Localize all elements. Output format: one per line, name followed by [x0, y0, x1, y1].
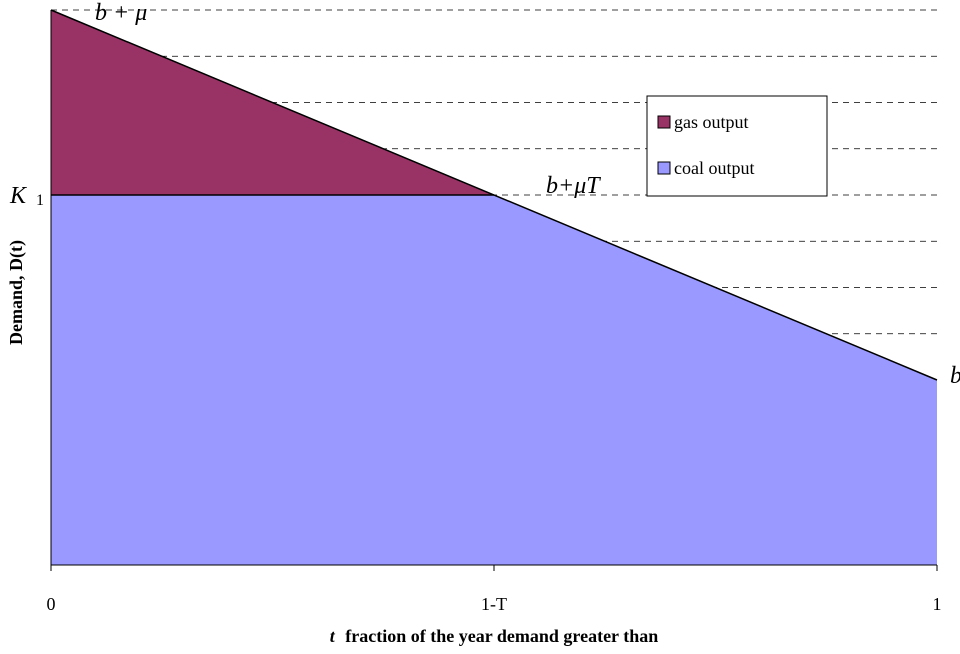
legend: gas output coal output	[646, 95, 828, 197]
annotation-k1-subscript: 1	[36, 192, 44, 209]
annotation-k1: K 1	[9, 183, 44, 209]
coal-output-area	[51, 195, 937, 565]
x-axis-title-variable: t	[330, 626, 336, 646]
x-tick-label: 1	[933, 594, 942, 614]
x-tick-label: 1-T	[481, 594, 507, 614]
annotation-b-plus-mu-t: b+μT	[546, 173, 601, 199]
annotation-k1-main: K	[9, 183, 28, 209]
legend-swatch-gas	[657, 115, 671, 129]
legend-swatch-coal	[657, 161, 671, 175]
annotation-b: b	[950, 363, 960, 389]
x-axis-title: t fraction of the year demand greater th…	[330, 626, 658, 646]
x-tick-label: 0	[47, 594, 56, 614]
legend-box	[646, 95, 828, 197]
legend-label-gas: gas output	[674, 112, 749, 132]
x-axis-title-text: fraction of the year demand greater than	[345, 626, 658, 646]
x-ticks: 0 1-T 1	[47, 565, 942, 614]
legend-label-coal: coal output	[674, 158, 754, 178]
y-axis-title: Demand, D(t)	[6, 240, 27, 345]
annotation-b-plus-mu: b + μ	[95, 0, 147, 26]
